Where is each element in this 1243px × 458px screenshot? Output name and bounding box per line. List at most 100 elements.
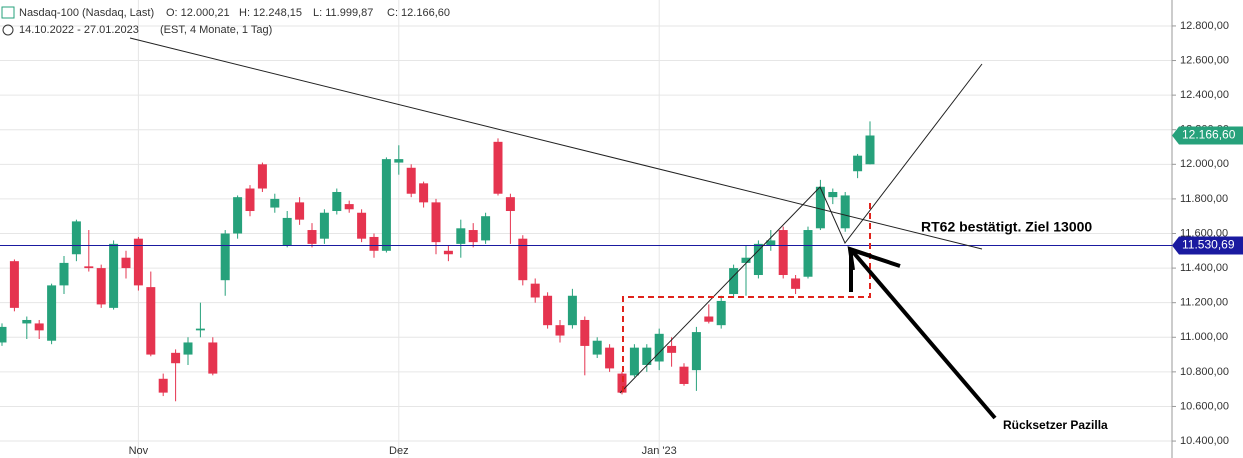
candle-body (0, 326, 7, 343)
candle-body (716, 300, 726, 326)
candle-body (803, 230, 813, 277)
subtitle: 14.10.2022 - 27.01.2023 (19, 24, 139, 36)
candle-body (778, 230, 788, 276)
candle-body (96, 268, 106, 305)
trend-line (619, 63, 983, 394)
candle-body (592, 340, 602, 355)
header: Nasdaq-100 (Nasdaq, Last) O: 12.000,21 H… (1, 6, 450, 36)
candle-body (468, 230, 478, 243)
candle-body (865, 135, 875, 165)
candle-body (208, 342, 218, 374)
x-tick-label: Nov (129, 445, 149, 457)
candle-body (443, 250, 453, 255)
clock-icon (2, 24, 14, 36)
candle-body (394, 159, 404, 163)
candle-body (245, 188, 255, 212)
candle-body (766, 240, 776, 246)
price-tag (1172, 126, 1243, 145)
candle-body (270, 198, 280, 208)
candle-body (34, 323, 44, 331)
y-tick-label: 11.200,00 (1180, 297, 1228, 309)
candle-body (257, 164, 267, 189)
annotation: Rücksetzer Pazilla (1003, 418, 1108, 432)
candle-body (171, 352, 181, 364)
candle-body (344, 204, 354, 210)
candle-body (679, 366, 689, 384)
y-tick-label: 11.600,00 (1180, 227, 1228, 239)
candle-body (431, 202, 441, 243)
candle-body (71, 221, 81, 255)
y-tick-label: 10.800,00 (1180, 366, 1229, 378)
candle-body (605, 347, 615, 369)
candle-body (729, 268, 739, 295)
candle-body (704, 316, 714, 322)
candle-body (667, 345, 677, 353)
candle-body (319, 212, 329, 239)
arrows (847, 246, 997, 420)
candle-body (158, 378, 168, 393)
y-tick-label: 12.800,00 (1180, 20, 1229, 32)
plot (0, 121, 1172, 402)
candle-body (381, 159, 391, 251)
y-tick-label: 10.600,00 (1180, 400, 1229, 412)
y-tick-label: 11.400,00 (1180, 262, 1228, 274)
candle-body (815, 186, 825, 229)
candle-body (791, 278, 801, 289)
candle-body (828, 191, 838, 198)
x-tick-label: Jan '23 (642, 445, 677, 457)
candle-body (121, 257, 131, 269)
candle-body (84, 266, 94, 269)
candle-body (307, 230, 317, 244)
candle-body (419, 183, 429, 203)
candle-body (47, 285, 57, 341)
candle-body (183, 342, 193, 355)
y-tick-label: 12.600,00 (1180, 54, 1229, 66)
candle-body (555, 325, 565, 336)
candle-body (530, 283, 540, 298)
candle-body (505, 197, 515, 212)
candle-body (840, 195, 850, 229)
labels: 10.400,00 10.600,00 10.800,00 11.000,00 11.2… (129, 20, 1243, 457)
candle-body (493, 141, 503, 194)
candle-body (22, 319, 32, 324)
ohlc: L: 11.999,87 (313, 7, 373, 19)
y-tick-label: 10.400,00 (1180, 435, 1229, 447)
candle-body (357, 212, 367, 239)
price-tag-label: 12.166,60 (1182, 128, 1236, 142)
price-tag-label: 11.530,69 (1182, 238, 1235, 252)
candle-body (233, 197, 243, 234)
candle-body (406, 167, 416, 194)
title: Nasdaq-100 (Nasdaq, Last) (19, 7, 154, 19)
candle-body (220, 233, 230, 281)
candle-body (741, 257, 751, 263)
candle-body (282, 217, 292, 246)
candle-body (629, 347, 639, 376)
candle-body (456, 228, 466, 244)
candle-body (691, 332, 701, 371)
candle-body (146, 287, 156, 355)
icon (1, 6, 15, 19)
candle-body (9, 261, 19, 308)
candle-body (654, 333, 664, 362)
y-tick-label: 12.400,00 (1180, 89, 1229, 101)
candle-body (753, 243, 763, 276)
candle-body (332, 191, 342, 212)
candle-body (853, 155, 863, 172)
grid (0, 0, 1172, 458)
candle-body (518, 238, 528, 281)
candle-body (59, 262, 69, 286)
candle-body (543, 295, 553, 326)
candle-body (369, 236, 379, 251)
candle-body (617, 373, 627, 393)
ohlc: H: 12.248,15 (239, 7, 302, 19)
candle-body (481, 216, 491, 241)
price-tag (1172, 236, 1243, 255)
candle-body (195, 328, 205, 331)
candle-body (295, 202, 305, 220)
ohlc: O: 12.000,21 (166, 7, 230, 19)
y-tick-label: 11.000,00 (1180, 331, 1228, 343)
y-tick-label: 12.000,00 (1180, 158, 1229, 170)
candle-body (109, 243, 119, 308)
ohlc: C: 12.166,60 (387, 7, 450, 19)
